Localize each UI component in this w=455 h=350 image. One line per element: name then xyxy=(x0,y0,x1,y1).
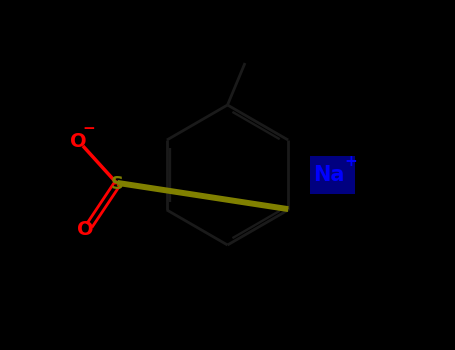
Text: O: O xyxy=(77,220,94,239)
Text: S: S xyxy=(111,175,124,193)
Text: −: − xyxy=(82,121,95,136)
Text: Na: Na xyxy=(313,165,345,185)
Text: +: + xyxy=(344,154,357,169)
Bar xyxy=(310,156,355,194)
Text: O: O xyxy=(71,132,87,151)
